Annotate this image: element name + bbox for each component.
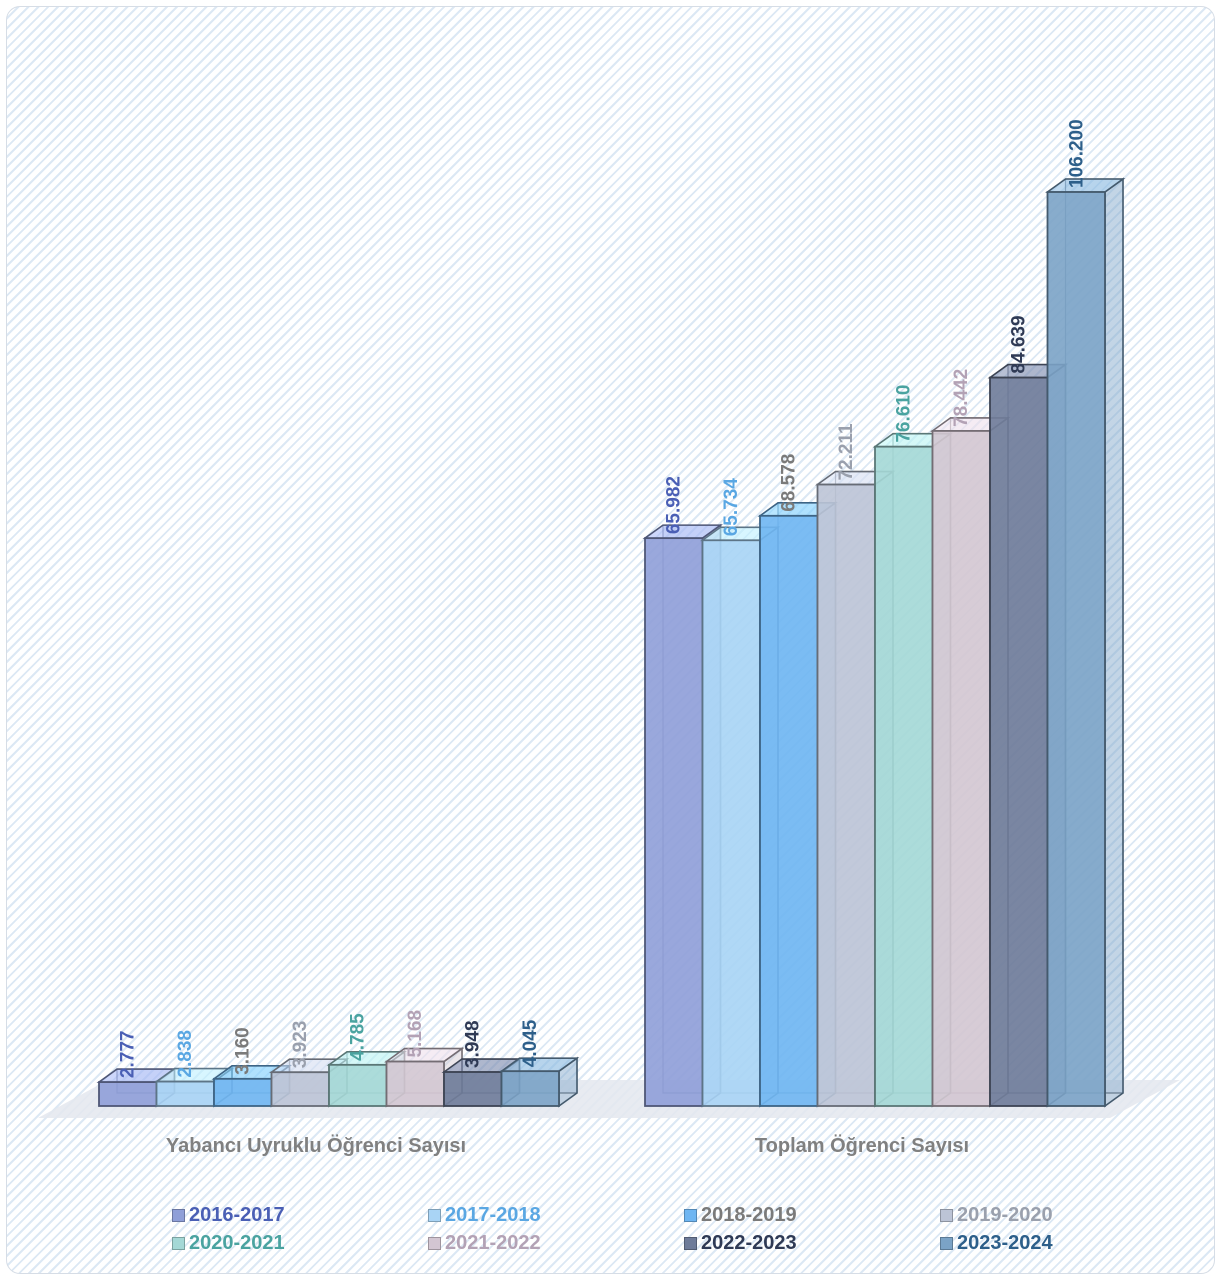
chart-legend: 2016-2017 2017-2018 2018-2019 2019-2020 2020… <box>0 1196 1221 1266</box>
value-label-2019-2020-1: 72.211 <box>836 423 857 480</box>
bars-layer <box>96 177 1126 1108</box>
legend-item-2018-2019[interactable]: 2018-2019 <box>684 1204 797 1227</box>
value-label-2022-2023-1: 84.639 <box>1009 315 1030 373</box>
bar-front <box>644 537 704 1107</box>
bar-front <box>443 1071 503 1107</box>
legend-label: 2018-2019 <box>701 1204 797 1226</box>
legend-swatch <box>940 1209 953 1222</box>
legend-swatch <box>172 1209 185 1222</box>
value-label-2021-2022-0: 5.168 <box>405 1010 426 1058</box>
bar-front <box>931 429 991 1107</box>
legend-swatch <box>940 1237 953 1250</box>
legend-item-2016-2017[interactable]: 2016-2017 <box>172 1204 285 1227</box>
bar-front <box>155 1080 215 1107</box>
bar-front <box>1046 191 1106 1107</box>
legend-item-2020-2021[interactable]: 2020-2021 <box>172 1232 285 1255</box>
value-label-2018-2019-1: 68.578 <box>779 454 800 512</box>
value-label-2023-2024-0: 4.045 <box>520 1019 541 1067</box>
legend-swatch <box>684 1209 697 1222</box>
legend-swatch <box>684 1237 697 1250</box>
legend-swatch <box>428 1237 441 1250</box>
bar-2022-2023-0 <box>441 1057 522 1108</box>
category-label-0: Yabancı Uyruklu Öğrenci Sayısı <box>166 1134 466 1157</box>
legend-item-2019-2020[interactable]: 2019-2020 <box>940 1204 1053 1227</box>
legend-label: 2017-2018 <box>445 1204 541 1226</box>
legend-label: 2021-2022 <box>445 1232 541 1254</box>
value-label-2016-2017-1: 65.982 <box>664 476 685 534</box>
value-label-2022-2023-0: 3.948 <box>463 1020 484 1068</box>
value-label-2023-2024-1: 106.200 <box>1066 119 1087 188</box>
legend-label: 2016-2017 <box>189 1204 285 1226</box>
value-label-2021-2022-1: 78.442 <box>951 369 972 427</box>
bar-2023-2024-0 <box>499 1056 580 1108</box>
bar-front <box>328 1063 388 1107</box>
value-label-2020-2021-0: 4.785 <box>348 1013 369 1061</box>
legend-item-2021-2022[interactable]: 2021-2022 <box>428 1232 541 1255</box>
legend-label: 2019-2020 <box>957 1204 1053 1226</box>
category-label-1: Toplam Öğrenci Sayısı <box>755 1134 969 1157</box>
bar-front <box>816 483 876 1107</box>
legend-label: 2022-2023 <box>701 1232 797 1254</box>
legend-item-2017-2018[interactable]: 2017-2018 <box>428 1204 541 1227</box>
bar-front <box>213 1077 273 1107</box>
value-label-2016-2017-0: 2.777 <box>118 1031 139 1079</box>
value-label-2017-2018-1: 65.734 <box>721 478 742 537</box>
bar-front <box>270 1071 330 1107</box>
bar-front <box>874 445 934 1107</box>
bar-front <box>989 376 1049 1107</box>
value-label-2018-2019-0: 3.160 <box>233 1027 254 1075</box>
value-label-2017-2018-0: 2.838 <box>175 1030 196 1078</box>
value-labels-layer: 2.777 2.838 3.160 3.923 4.785 5.168 3.948 4.045… <box>118 119 1088 1078</box>
value-label-2019-2020-0: 3.923 <box>290 1021 311 1069</box>
bar-front <box>98 1081 158 1107</box>
legend-label: 2020-2021 <box>189 1232 285 1254</box>
legend-item-2023-2024[interactable]: 2023-2024 <box>940 1232 1053 1255</box>
legend-swatch <box>172 1237 185 1250</box>
legend-swatch <box>428 1209 441 1222</box>
bar-chart-3d: 2.777 2.838 3.160 3.923 4.785 5.168 3.948 4.045… <box>38 119 1180 1157</box>
value-label-2020-2021-1: 76.610 <box>894 385 915 443</box>
legend-label: 2023-2024 <box>957 1232 1053 1254</box>
bar-front <box>701 539 761 1107</box>
bar-2023-2024-1 <box>1045 177 1126 1108</box>
bar-front <box>385 1060 445 1107</box>
legend-item-2022-2023[interactable]: 2022-2023 <box>684 1232 797 1255</box>
bar-front <box>759 514 819 1107</box>
bar-front <box>500 1070 560 1107</box>
